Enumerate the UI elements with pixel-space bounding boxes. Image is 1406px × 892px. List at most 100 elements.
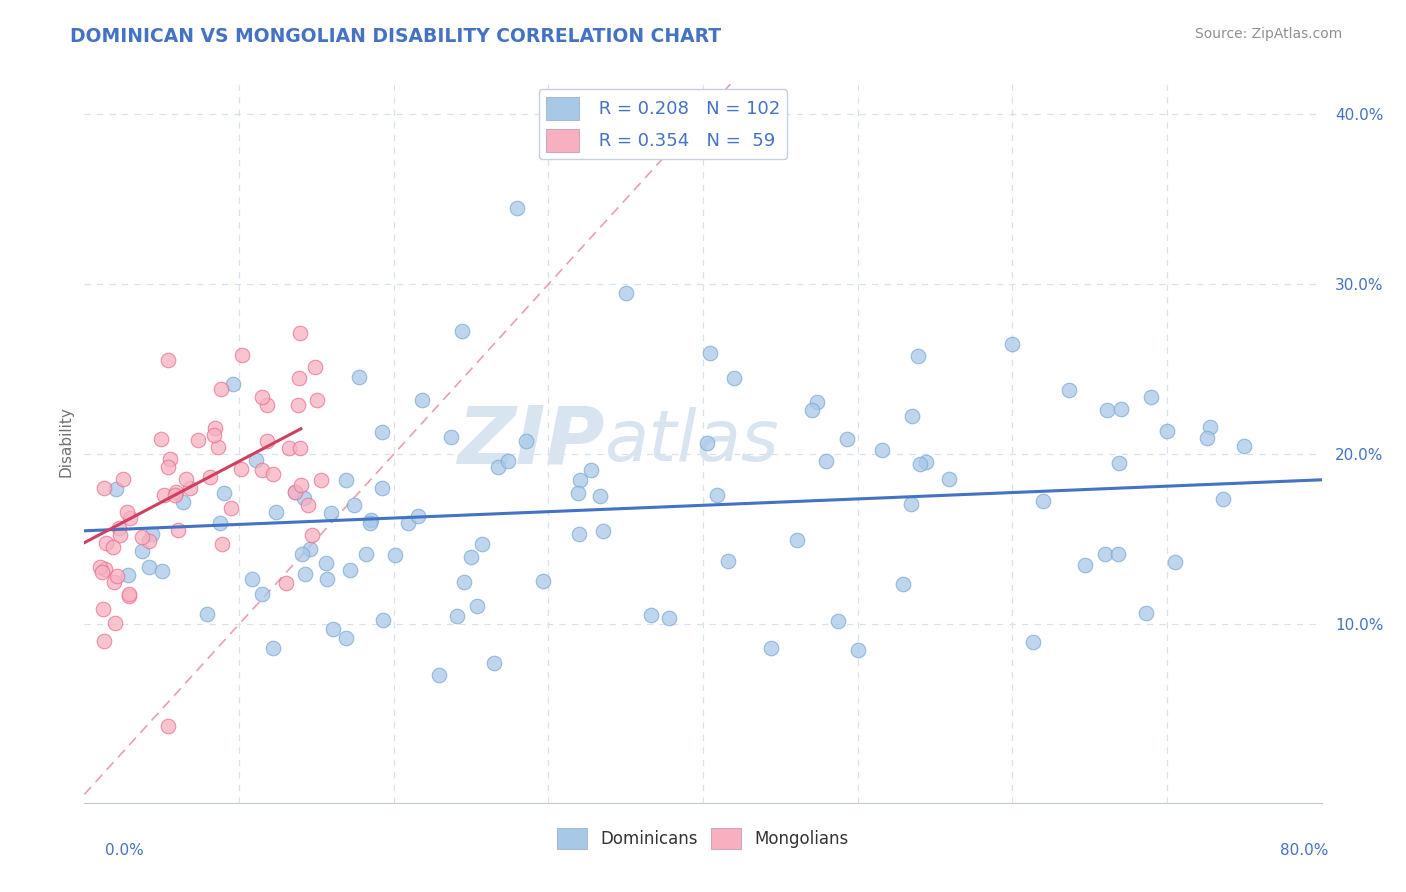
Point — [222, 377, 245, 392]
Point — [846, 642, 869, 657]
Text: DOMINICAN VS MONGOLIAN DISABILITY CORRELATION CHART: DOMINICAN VS MONGOLIAN DISABILITY CORREL… — [70, 27, 721, 45]
Point — [256, 434, 278, 448]
Point — [284, 485, 307, 500]
Point — [815, 454, 838, 468]
Point — [138, 534, 160, 549]
Point — [294, 567, 316, 582]
Point — [115, 505, 138, 519]
Point — [150, 564, 173, 578]
Point — [515, 434, 537, 449]
Point — [208, 516, 231, 531]
Text: 80.0%: 80.0% — [1281, 843, 1329, 858]
Point — [250, 462, 273, 476]
Point — [322, 623, 344, 637]
Point — [717, 554, 740, 568]
Point — [131, 544, 153, 558]
Point — [427, 668, 450, 682]
Point — [1094, 548, 1116, 562]
Point — [657, 611, 679, 625]
Point — [165, 485, 187, 500]
Point — [1095, 403, 1118, 417]
Point — [118, 587, 141, 601]
Point — [786, 533, 808, 547]
Point — [360, 513, 382, 527]
Point — [94, 536, 117, 550]
Point — [1163, 555, 1185, 569]
Point — [93, 481, 115, 495]
Point — [592, 524, 614, 539]
Point — [506, 201, 529, 215]
Point — [343, 498, 366, 512]
Point — [908, 458, 931, 472]
Point — [440, 430, 463, 444]
Point — [354, 547, 377, 561]
Point — [212, 486, 235, 500]
Point — [153, 488, 176, 502]
Text: ZIP: ZIP — [457, 402, 605, 481]
Point — [907, 349, 929, 363]
Point — [640, 608, 662, 623]
Point — [467, 599, 489, 613]
Point — [103, 540, 125, 554]
Point — [1001, 336, 1024, 351]
Point — [172, 495, 194, 509]
Point — [1022, 635, 1045, 649]
Point — [297, 498, 319, 512]
Point — [262, 641, 284, 656]
Point — [91, 602, 114, 616]
Point — [1073, 558, 1095, 572]
Point — [117, 568, 139, 582]
Point — [301, 528, 323, 542]
Point — [827, 615, 849, 629]
Point — [112, 472, 135, 486]
Point — [105, 482, 128, 496]
Point — [250, 390, 273, 404]
Point — [371, 425, 394, 440]
Point — [347, 369, 370, 384]
Point — [179, 481, 201, 495]
Point — [531, 574, 554, 588]
Point — [141, 527, 163, 541]
Point — [900, 497, 922, 511]
Point — [202, 428, 225, 442]
Point — [1059, 383, 1081, 397]
Point — [245, 453, 267, 467]
Point — [304, 359, 326, 374]
Point — [157, 353, 180, 368]
Point — [371, 481, 394, 495]
Point — [91, 565, 114, 579]
Point — [759, 641, 782, 656]
Point — [274, 576, 297, 591]
Point — [264, 505, 287, 519]
Point — [219, 500, 242, 515]
Point — [89, 559, 111, 574]
Point — [872, 442, 894, 457]
Text: atlas: atlas — [605, 407, 779, 476]
Point — [411, 393, 433, 408]
Point — [240, 572, 263, 586]
Point — [131, 530, 153, 544]
Point — [1195, 431, 1218, 445]
Point — [359, 516, 381, 531]
Point — [614, 285, 637, 300]
Point — [105, 569, 128, 583]
Point — [1139, 390, 1161, 404]
Point — [406, 508, 429, 523]
Point — [1108, 456, 1130, 470]
Point — [157, 719, 180, 733]
Point — [1233, 439, 1256, 453]
Point — [486, 460, 509, 475]
Point — [298, 542, 321, 557]
Point — [800, 402, 823, 417]
Point — [209, 382, 232, 396]
Point — [696, 436, 718, 450]
Point — [198, 470, 221, 484]
Point — [262, 467, 284, 482]
Point — [938, 472, 960, 486]
Point — [589, 490, 612, 504]
Point — [157, 459, 180, 474]
Point — [204, 421, 226, 435]
Point — [1156, 424, 1178, 438]
Point — [252, 587, 274, 601]
Point — [290, 478, 312, 492]
